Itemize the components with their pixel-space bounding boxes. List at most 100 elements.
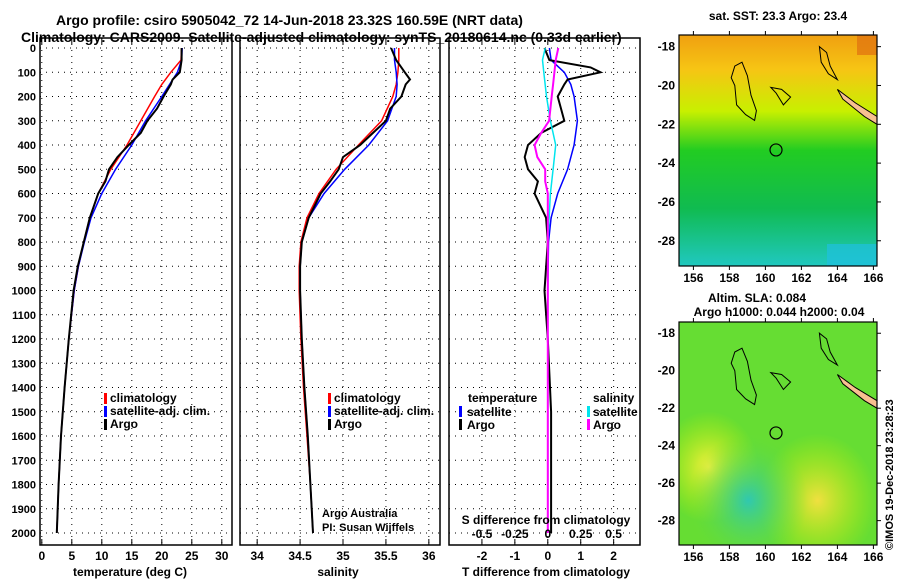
series-line-climatology [56,47,183,534]
x-tick-label: 166 [863,550,883,564]
legend-label: climatology [110,391,177,405]
plot-frame [448,37,641,546]
reef-outline [818,45,839,82]
x-tick-label: -2 [477,549,488,563]
y-tick-label: -28 [658,234,676,248]
map-frame [678,321,878,546]
x2-tick-label: 0.5 [605,527,622,541]
y-tick-label: -22 [658,117,676,131]
x-tick-label: 0 [38,549,45,563]
legend-swatch [587,406,590,417]
x-tick-label: 35 [336,549,350,563]
y-tick-label: -26 [658,195,676,209]
series-line-t-argo [523,47,604,533]
y-tick-label: 100 [18,67,36,79]
reef-outline [769,371,792,391]
sla-map-panel: 156 158 160 162 164 166 -18 -20 -22 -24 -26 -28 Alti… [658,291,884,564]
x-tick-label: 25 [185,549,199,563]
legend-label: satellite-adj. clim. [334,404,434,418]
x-tick-label: 158 [719,550,739,564]
legend-label: Argo [110,417,138,431]
x-axis-label: temperature (deg C) [73,565,187,579]
x-tick-label: 156 [683,550,703,564]
sla-field-low [679,322,877,545]
x2-tick-label: -0.25 [501,527,529,541]
map-frame [678,34,878,267]
x-tick-label: 35.5 [374,549,398,563]
x2-tick-label: 0 [544,527,551,541]
y-tick-label: 0 [30,43,36,55]
y-tick-label: 1700 [12,455,36,467]
y-tick-label: -28 [658,514,676,528]
argo-position-marker [769,426,783,440]
annotation-text: PI: Susan Wijffels [322,522,414,534]
y-tick-label: 700 [18,213,36,225]
y-tick-label: -24 [658,156,676,170]
y-tick-label: -18 [658,326,676,340]
reef-outline [730,347,757,406]
x2-tick-label: -0.5 [472,527,493,541]
series-line-s-argo [533,47,560,533]
y-tick-label: 1800 [12,480,36,492]
y-tick-label: 1200 [12,334,36,346]
legend-swatch [104,393,107,404]
legend-swatch [104,406,107,417]
legend-label: Argo [334,417,362,431]
x-tick-label: 2 [610,549,617,563]
y-tick-label: 1000 [12,286,36,298]
x-tick-label: 162 [791,271,811,285]
credit-text: ©IMOS 19-Dec-2018 23:28:23 [884,399,896,550]
series-line-argo [55,48,183,534]
y-tick-label: 1100 [12,310,36,322]
x-tick-label: 156 [683,271,703,285]
y-tick-label: 600 [18,189,36,201]
legend-swatch [328,393,331,404]
x-tick-label: 30 [215,549,229,563]
map-title: Altim. SLA: 0.084 [708,291,806,305]
reef-outline [730,61,757,122]
y-tick-label: 900 [18,261,36,273]
annotation-text: Argo Australia [322,508,398,520]
x-tick-label: 10 [95,549,109,563]
x-tick-label: 166 [863,271,883,285]
title-line-2: Climatology: CARS2009. Satellite-adjuste… [21,29,622,45]
title-line-1: Argo profile: csiro 5905042_72 14-Jun-20… [56,12,523,28]
y-tick-label: -24 [658,439,676,453]
x2-axis-label: S difference from climatology [462,513,631,527]
map-subtitle: Argo h1000: 0.044 h2000: 0.04 [694,305,865,319]
y-tick-label: 400 [18,140,36,152]
legend-swatch [459,419,462,430]
x-tick-label: 158 [719,271,739,285]
legend-swatch [328,419,331,430]
x-tick-label: 160 [755,550,775,564]
legend-title: salinity [593,391,635,405]
sst-map-panel: 156 158 160 162 164 166 -18 -20 -22 -24 -26 -28 sat.… [658,9,884,285]
x-tick-label: 15 [125,549,139,563]
plot-frame [39,37,233,546]
y-tick-label: 300 [18,116,36,128]
difference-panel: -2 -1 0 1 2 -0.5 -0.25 0 0.25 0.5S difference fro… [448,37,641,579]
legend-label: Argo [593,418,621,432]
series-line-argo [299,47,412,534]
legend-label: satellite [467,405,512,419]
x-tick-label: 164 [827,271,847,285]
legend-label: satellite-adj. clim. [110,404,210,418]
y-tick-label: 500 [18,164,36,176]
x-tick-label: 20 [155,549,169,563]
y-tick-label: 200 [18,92,36,104]
y-tick-label: -20 [658,364,676,378]
plot-frame [239,37,441,546]
y-tick-label: 1900 [12,504,36,516]
x-tick-label: 36 [422,549,436,563]
y-tick-label: 2000 [12,528,36,540]
sst-field [679,35,877,266]
y-tick-label: -26 [658,476,676,490]
x-tick-label: 5 [68,549,75,563]
sst-field-cool [827,244,877,266]
y-tick-label: 800 [18,237,36,249]
x2-tick-label: 0.25 [569,527,593,541]
reef-outline [769,86,792,106]
argo-position-marker [769,143,783,157]
legend-label: climatology [334,391,401,405]
